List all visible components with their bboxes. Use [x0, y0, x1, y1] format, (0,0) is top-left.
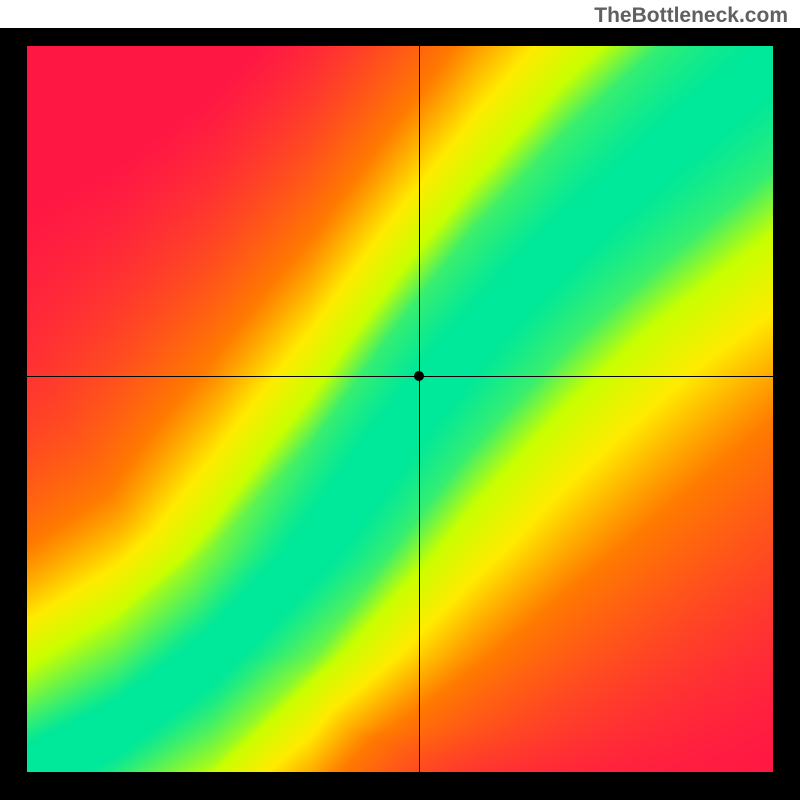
watermark-label: TheBottleneck.com: [594, 4, 788, 28]
crosshair-vertical: [419, 46, 420, 772]
crosshair-horizontal: [27, 376, 773, 377]
chart-frame: [0, 28, 800, 800]
plot-area: [27, 46, 773, 772]
marker-dot: [414, 371, 424, 381]
chart-container: TheBottleneck.com: [0, 0, 800, 800]
heatmap-canvas: [27, 46, 773, 772]
